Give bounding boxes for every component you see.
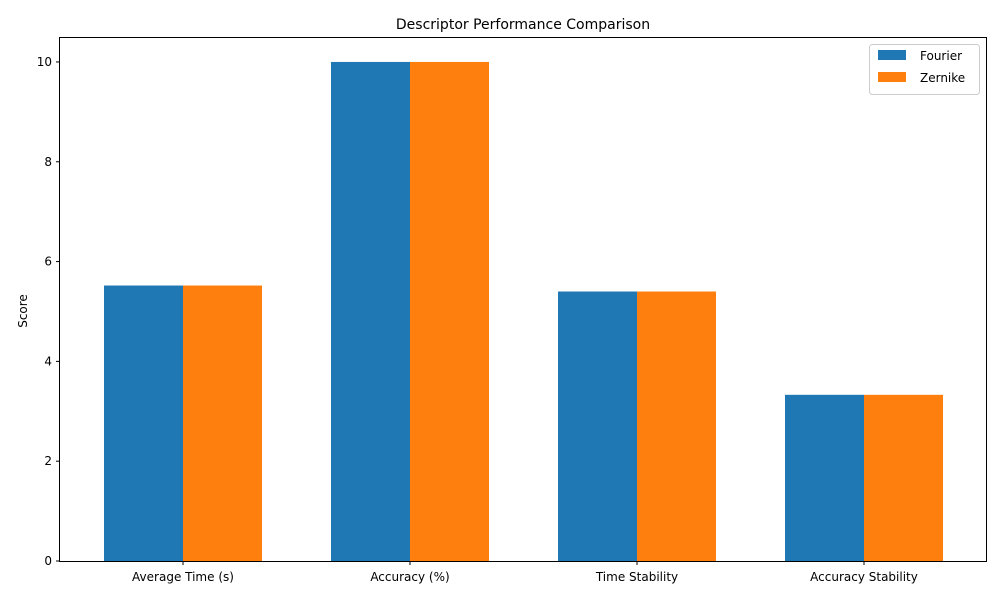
bar-fourier-3 (785, 394, 864, 561)
y-axis-ticks: 0 2 4 6 8 10 (37, 55, 60, 568)
y-tick-label: 6 (44, 255, 52, 269)
legend: Fourier Zernike (869, 44, 980, 95)
chart-title: Descriptor Performance Comparison (396, 17, 650, 33)
bar-fourier-1 (331, 61, 410, 561)
x-axis-ticks: Average Time (s) Accuracy (%) Time Stabili… (132, 561, 918, 584)
y-tick-label: 4 (44, 354, 52, 368)
y-tick-label: 2 (44, 454, 52, 468)
legend-swatch-zernike (878, 72, 906, 82)
legend-label-fourier: Fourier (920, 49, 962, 63)
bar-fourier-2 (558, 291, 637, 561)
x-tick-label: Time Stability (595, 570, 678, 584)
x-tick-label: Accuracy (%) (370, 570, 449, 584)
bar-zernike-0 (183, 285, 262, 561)
plot-frame (59, 37, 987, 562)
x-tick-label: Accuracy Stability (810, 570, 918, 584)
y-tick-label: 8 (44, 155, 52, 169)
y-tick-label: 0 (44, 554, 52, 568)
legend-swatch-fourier (878, 50, 906, 60)
y-axis-label: Score (16, 294, 30, 328)
bars-layer (104, 61, 943, 561)
bar-zernike-3 (864, 394, 943, 561)
bar-zernike-2 (637, 291, 716, 561)
x-tick-label: Average Time (s) (132, 570, 234, 584)
bar-fourier-0 (104, 285, 183, 561)
y-tick-label: 10 (37, 55, 52, 69)
legend-label-zernike: Zernike (920, 71, 965, 85)
bar-zernike-1 (410, 61, 489, 561)
